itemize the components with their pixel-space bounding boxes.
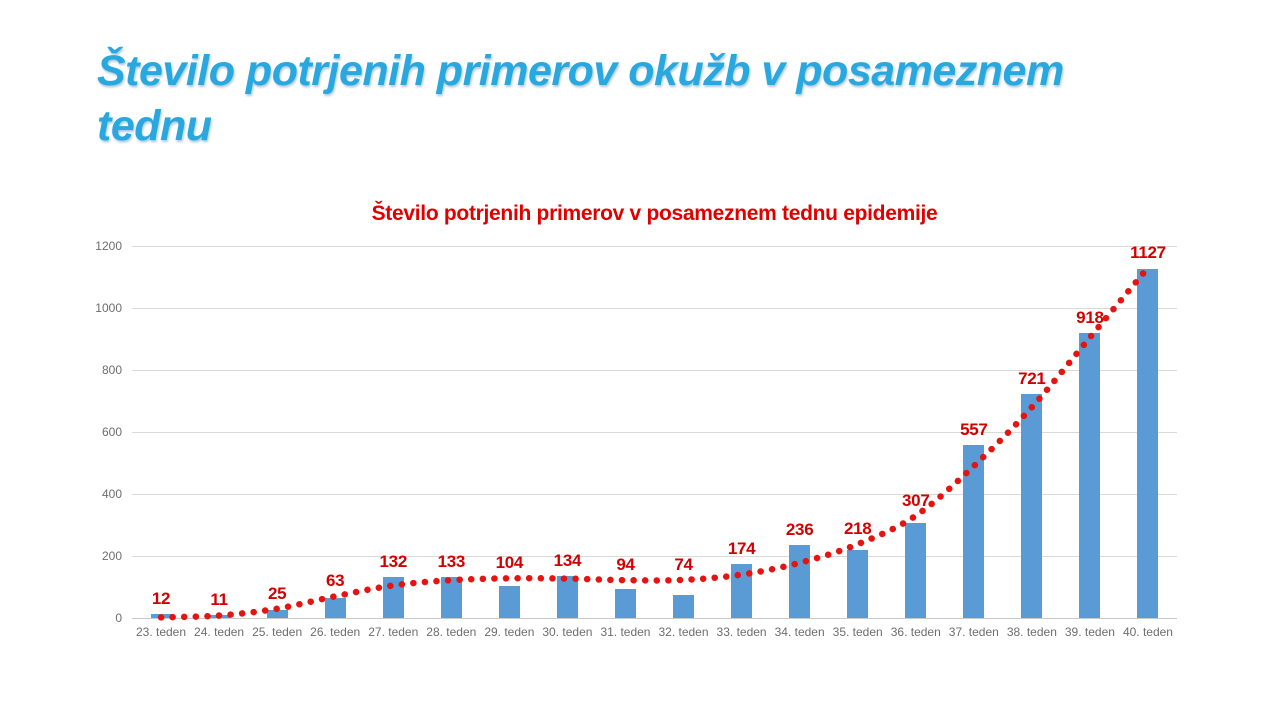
bar	[440, 576, 462, 618]
x-tick-label: 30. teden	[542, 625, 593, 639]
gridline	[132, 246, 1177, 247]
data-label: 918	[1076, 308, 1104, 328]
y-tick-label: 400	[101, 487, 122, 501]
bar	[789, 544, 811, 618]
gridline	[132, 494, 1177, 495]
gridline	[132, 432, 1177, 433]
data-label: 307	[902, 490, 930, 510]
bar	[556, 576, 578, 618]
x-tick-label: 26. teden	[310, 625, 361, 639]
bar	[1021, 394, 1043, 618]
y-tick-label: 600	[101, 425, 122, 439]
x-tick-label: 37. teden	[948, 625, 999, 639]
data-label: 63	[326, 571, 345, 591]
x-tick-label: 36. teden	[890, 625, 941, 639]
bar	[847, 550, 869, 618]
bar	[498, 585, 520, 618]
x-tick-label: 31. teden	[600, 625, 651, 639]
bar	[731, 564, 753, 618]
bar	[1079, 333, 1101, 618]
x-tick-label: 29. teden	[484, 625, 535, 639]
x-tick-label: 27. teden	[368, 625, 419, 639]
x-tick-label: 23. teden	[135, 625, 187, 639]
data-label: 218	[843, 519, 872, 539]
x-tick-label: 32. teden	[658, 625, 709, 639]
x-axis-line	[132, 618, 1177, 619]
x-tick-label: 40. teden	[1122, 625, 1173, 639]
bar	[1137, 268, 1159, 618]
bar	[905, 522, 927, 618]
x-tick-label: 39. teden	[1064, 625, 1115, 639]
data-label: 1127	[1130, 242, 1166, 262]
y-tick-label: 1000	[95, 301, 122, 315]
chart-title: Število potrjenih primerov v posameznem …	[371, 202, 938, 225]
y-tick-label: 800	[101, 363, 122, 377]
data-label: 174	[727, 539, 756, 559]
x-tick-label: 34. teden	[774, 625, 825, 639]
bar	[208, 614, 230, 618]
x-tick-label: 35. teden	[832, 625, 883, 639]
bar	[266, 610, 288, 618]
x-tick-label: 28. teden	[426, 625, 477, 639]
bar	[673, 595, 695, 618]
bar	[150, 614, 172, 618]
bar	[324, 598, 346, 618]
bar	[963, 445, 985, 618]
x-tick-label: 25. teden	[252, 625, 303, 639]
data-label: 557	[960, 420, 988, 440]
bar	[382, 577, 404, 618]
data-label: 721	[1018, 369, 1046, 389]
y-tick-label: 200	[101, 549, 122, 563]
x-tick-label: 38. teden	[1006, 625, 1057, 639]
bar	[614, 588, 636, 618]
y-tick-label: 0	[115, 611, 122, 625]
x-tick-label: 33. teden	[716, 625, 767, 639]
slide-title: Število potrjenih primerov okužb v posam…	[97, 47, 1064, 150]
y-tick-label: 1200	[95, 239, 122, 253]
x-tick-label: 24. teden	[194, 625, 245, 639]
gridline	[132, 308, 1177, 309]
